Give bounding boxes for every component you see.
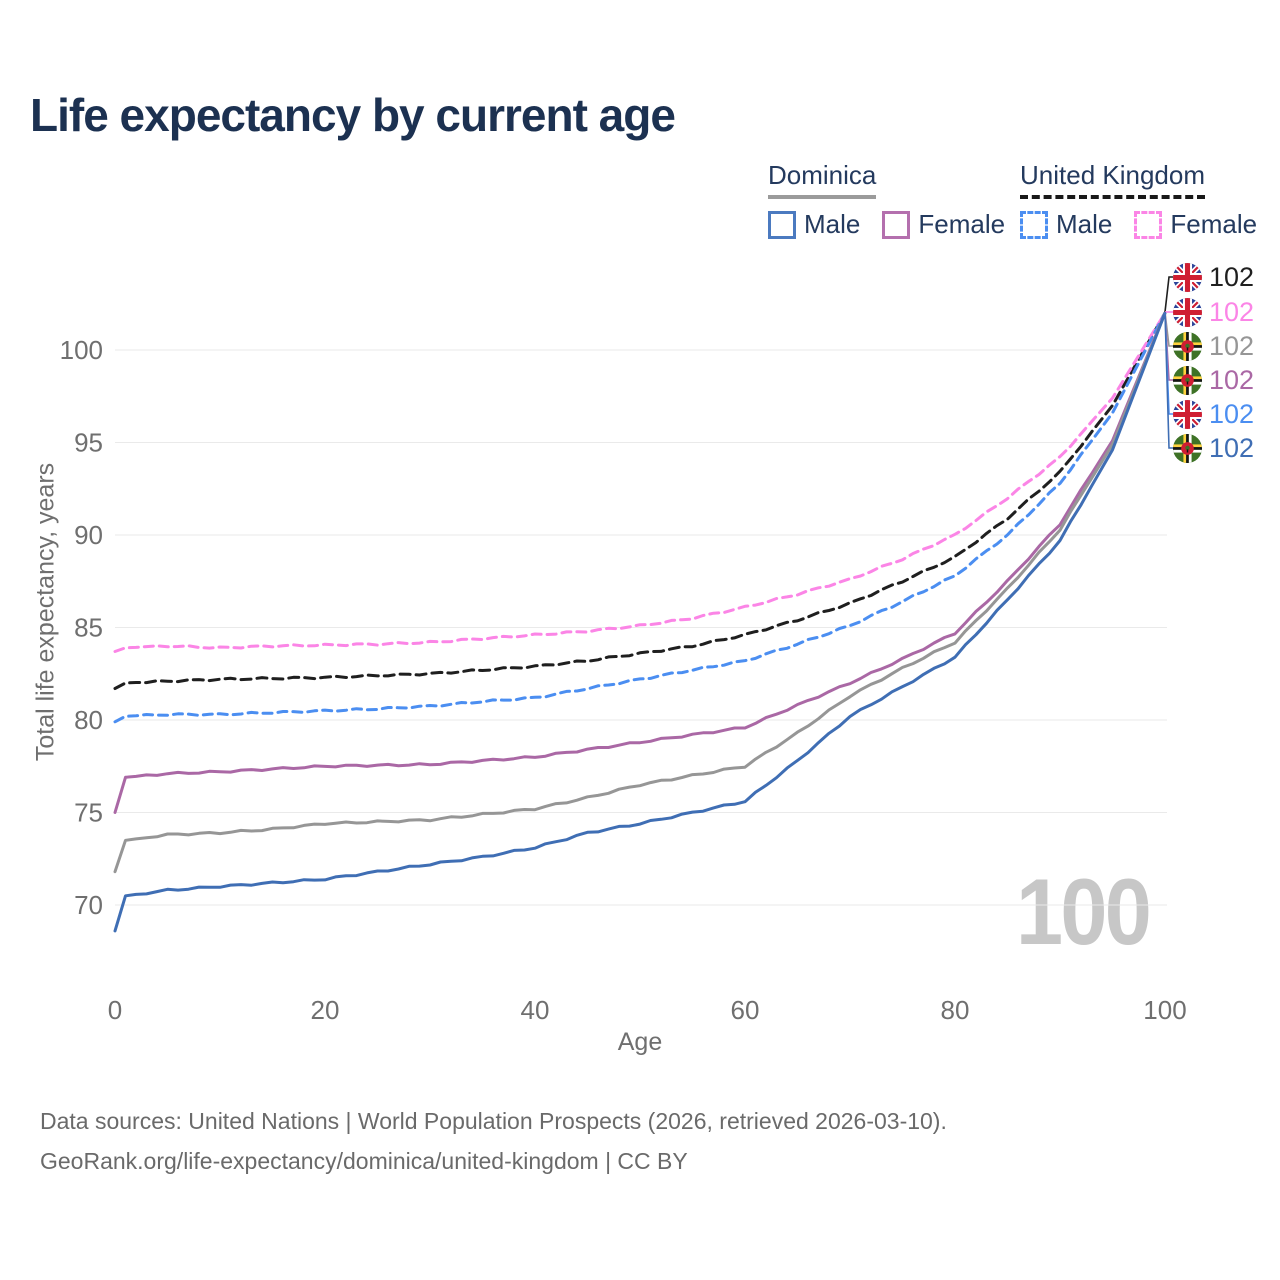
- dominica-male-swatch-icon: [768, 210, 796, 239]
- x-tick-label: 60: [731, 995, 760, 1025]
- dominica-flag-icon: [1173, 332, 1202, 361]
- x-tick-label: 20: [311, 995, 340, 1025]
- y-axis-title: Total life expectancy, years: [31, 462, 60, 762]
- y-tick-label: 70: [74, 890, 103, 920]
- end-label-uk-all: 102: [1173, 262, 1254, 292]
- series-line-uk_male: [113, 311, 1167, 724]
- legend-item-label: Female: [918, 209, 1006, 239]
- uk-female-swatch-icon: [1134, 210, 1163, 239]
- data-sources-note: Data sources: United Nations | World Pop…: [40, 1108, 947, 1134]
- series-line-dm_female: [113, 311, 1167, 814]
- x-tick-label: 40: [521, 995, 550, 1025]
- x-axis-title: Age: [617, 1028, 663, 1056]
- legend-item-uk-female[interactable]: Female: [1134, 209, 1257, 240]
- x-tick-label: 0: [108, 995, 122, 1025]
- end-label-dominica-all: 102: [1173, 331, 1254, 361]
- y-tick-label: 75: [74, 798, 103, 828]
- y-tick-label: 90: [74, 520, 103, 550]
- series-line-uk_all: [113, 311, 1167, 690]
- end-label-dominica-male: 102: [1173, 433, 1254, 463]
- end-label-value: 102: [1209, 432, 1255, 463]
- dominica-flag-icon: [1173, 434, 1202, 463]
- legend-item-dominica-male[interactable]: Male: [768, 209, 860, 240]
- dominica-female-swatch-icon: [882, 210, 911, 239]
- end-label-value: 102: [1209, 296, 1255, 327]
- uk-male-swatch-icon: [1020, 210, 1048, 239]
- legend-group-united-kingdom: United Kingdom Male Female: [1020, 160, 1257, 240]
- x-tick-label: 100: [1143, 995, 1186, 1025]
- age-watermark: 100: [1016, 859, 1152, 964]
- uk-flag-icon: [1173, 298, 1202, 327]
- dominica-flag-icon: [1173, 366, 1202, 395]
- y-tick-label: 95: [74, 428, 103, 458]
- legend-group-uk-header: United Kingdom: [1020, 160, 1205, 199]
- end-label-uk-male: 102: [1173, 399, 1254, 429]
- y-tick-label: 100: [60, 335, 103, 365]
- uk-flag-icon: [1173, 263, 1202, 292]
- series-line-dm_all: [113, 311, 1167, 874]
- y-tick-label: 80: [74, 705, 103, 735]
- end-label-dominica-female: 102: [1173, 365, 1254, 395]
- legend-item-label: Male: [804, 209, 861, 239]
- legend-item-uk-male[interactable]: Male: [1020, 209, 1112, 240]
- series-line-dm_male: [113, 311, 1167, 933]
- end-label-uk-female: 102: [1173, 297, 1254, 327]
- y-tick-label: 85: [74, 613, 103, 643]
- attribution-note: GeoRank.org/life-expectancy/dominica/uni…: [40, 1148, 688, 1174]
- end-label-value: 102: [1209, 398, 1255, 429]
- legend-item-dominica-female[interactable]: Female: [882, 209, 1005, 240]
- page-title: Life expectancy by current age: [30, 89, 676, 141]
- legend-item-label: Male: [1056, 209, 1113, 239]
- legend-item-label: Female: [1170, 209, 1258, 239]
- end-label-value: 102: [1209, 330, 1255, 361]
- uk-flag-icon: [1173, 400, 1202, 429]
- legend-group-dominica-header: Dominica: [768, 160, 877, 199]
- legend-group-dominica: Dominica Male Female: [768, 160, 1005, 240]
- end-label-value: 102: [1209, 364, 1255, 395]
- x-tick-label: 80: [941, 995, 970, 1025]
- end-label-value: 102: [1209, 261, 1255, 292]
- series-line-uk_female: [113, 311, 1167, 653]
